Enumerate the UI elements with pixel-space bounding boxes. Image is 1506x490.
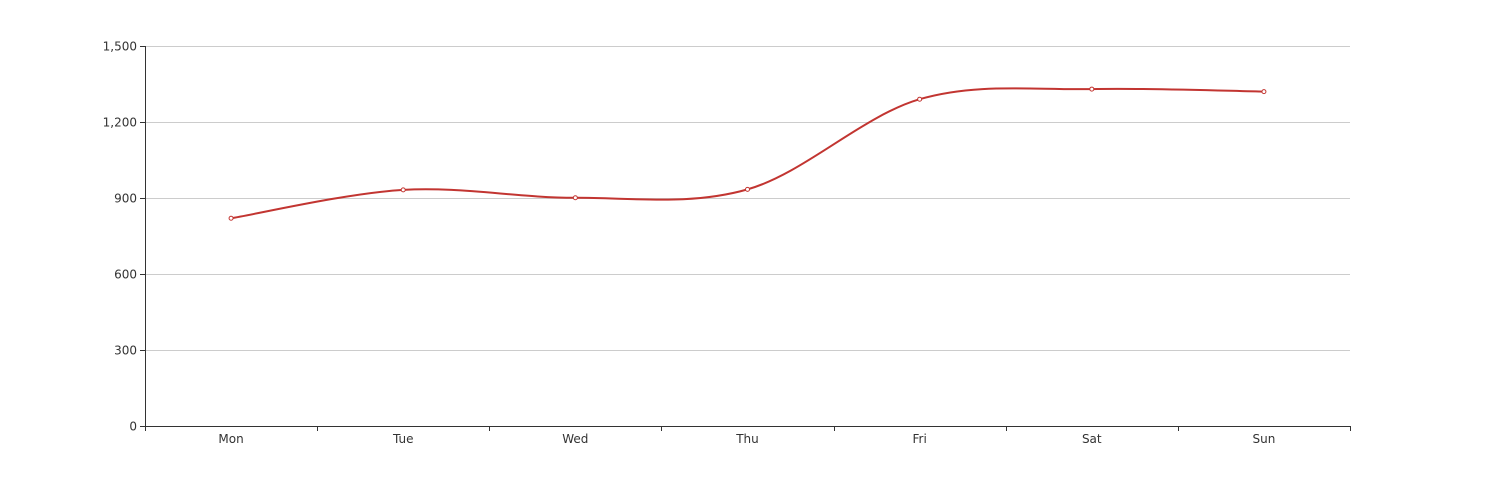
data-point-sun[interactable]: [1261, 89, 1267, 95]
y-tick-label: 0: [129, 420, 137, 434]
y-tick-label: 1,200: [103, 116, 137, 130]
data-point-thu[interactable]: [745, 186, 750, 192]
x-tick-label: Mon: [218, 432, 243, 446]
x-tick-label: Sun: [1253, 432, 1276, 446]
x-tick-label: Fri: [912, 432, 926, 446]
data-point-fri[interactable]: [917, 96, 923, 102]
data-point-sat[interactable]: [1089, 86, 1095, 92]
data-point-mon[interactable]: [228, 215, 234, 221]
data-point-tue[interactable]: [400, 187, 406, 193]
x-tick-label: Sat: [1082, 432, 1102, 446]
grid-lines: [145, 46, 1350, 351]
data-point-wed[interactable]: [572, 195, 578, 201]
x-tick-label: Wed: [562, 432, 588, 446]
x-tick-label: Thu: [735, 432, 759, 446]
y-axis-tick-labels: 0 300 600 900 1,200 1,500: [103, 40, 137, 434]
y-tick-label: 1,500: [103, 40, 137, 54]
y-tick-label: 600: [114, 268, 137, 282]
y-tick-label: 300: [114, 344, 137, 358]
axes: [140, 46, 1351, 431]
x-axis-tick-labels: Mon Tue Wed Thu Fri Sat Sun: [218, 432, 1275, 446]
x-tick-label: Tue: [392, 432, 414, 446]
series: [228, 86, 1267, 221]
y-tick-label: 900: [114, 192, 137, 206]
